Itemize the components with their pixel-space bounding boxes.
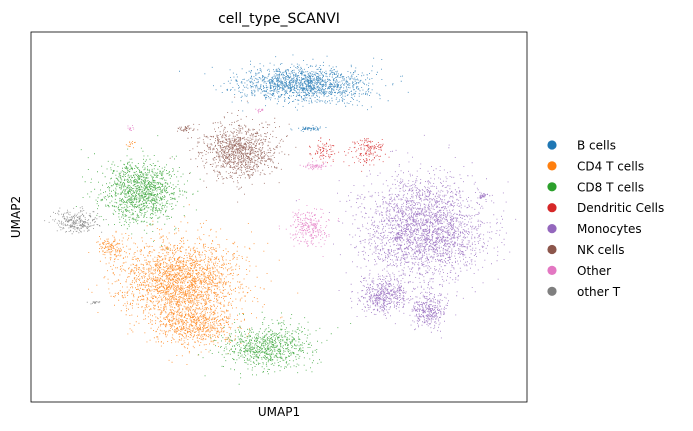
series-cd8-t-cells [75,135,352,385]
point-cluster [169,96,297,203]
chart-title: cell_type_SCANVI [218,11,340,27]
legend-label: other T [577,285,621,299]
point-cluster [127,125,135,131]
series-nk-cells [169,96,297,203]
series-dendritic-cells [309,137,390,172]
point-cluster [295,134,517,339]
point-cluster [198,311,352,385]
series-monocytes [295,134,517,339]
y-axis-label: UMAP2 [9,196,23,238]
point-cluster [129,284,251,365]
series-other-t [44,206,107,305]
point-cluster [125,141,136,149]
legend-item: B cells [547,139,616,153]
legend-item: Monocytes [547,222,642,236]
x-axis-label: UMAP1 [258,405,300,419]
point-cluster [477,191,488,199]
point-cluster [309,137,340,164]
legend-marker [547,182,557,192]
series-b-cells [179,54,409,132]
point-cluster [343,138,390,172]
point-cluster [75,135,201,250]
legend-label: CD4 T cells [577,159,644,173]
legend-marker [547,265,557,275]
point-cluster [278,199,339,257]
legend-marker [547,140,557,150]
series-other [127,108,339,257]
point-cluster [350,272,422,325]
scatter-points [44,54,517,385]
legend-marker [547,203,557,213]
point-cluster [402,282,457,333]
legend-item: NK cells [547,243,625,257]
legend-label: B cells [577,139,616,153]
legend-marker [547,244,557,255]
legend-label: CD8 T cells [577,180,644,194]
legend-label: Monocytes [577,222,642,236]
legend-item: CD8 T cells [547,180,644,194]
legend-item: CD4 T cells [547,159,644,173]
plot-frame [30,31,528,403]
point-cluster [96,230,130,265]
legend-label: Dendritic Cells [577,201,664,215]
legend-label: Other [577,264,611,278]
legend-marker [547,286,557,296]
legend: B cells CD4 T cells CD8 T cells Dendritic C… [547,139,664,299]
legend-item: other T [547,285,621,299]
point-cluster [86,301,101,305]
point-cluster [44,206,107,235]
legend-item: Other [547,264,611,278]
point-cluster [299,160,332,171]
point-cluster [290,124,327,132]
point-cluster [179,54,409,112]
point-cluster [255,108,264,114]
legend-label: NK cells [577,243,625,257]
point-cluster [177,123,195,133]
legend-item: Dendritic Cells [547,201,664,215]
legend-marker [547,224,557,234]
series-cd4-t-cells [88,141,299,365]
legend-marker [547,161,557,171]
